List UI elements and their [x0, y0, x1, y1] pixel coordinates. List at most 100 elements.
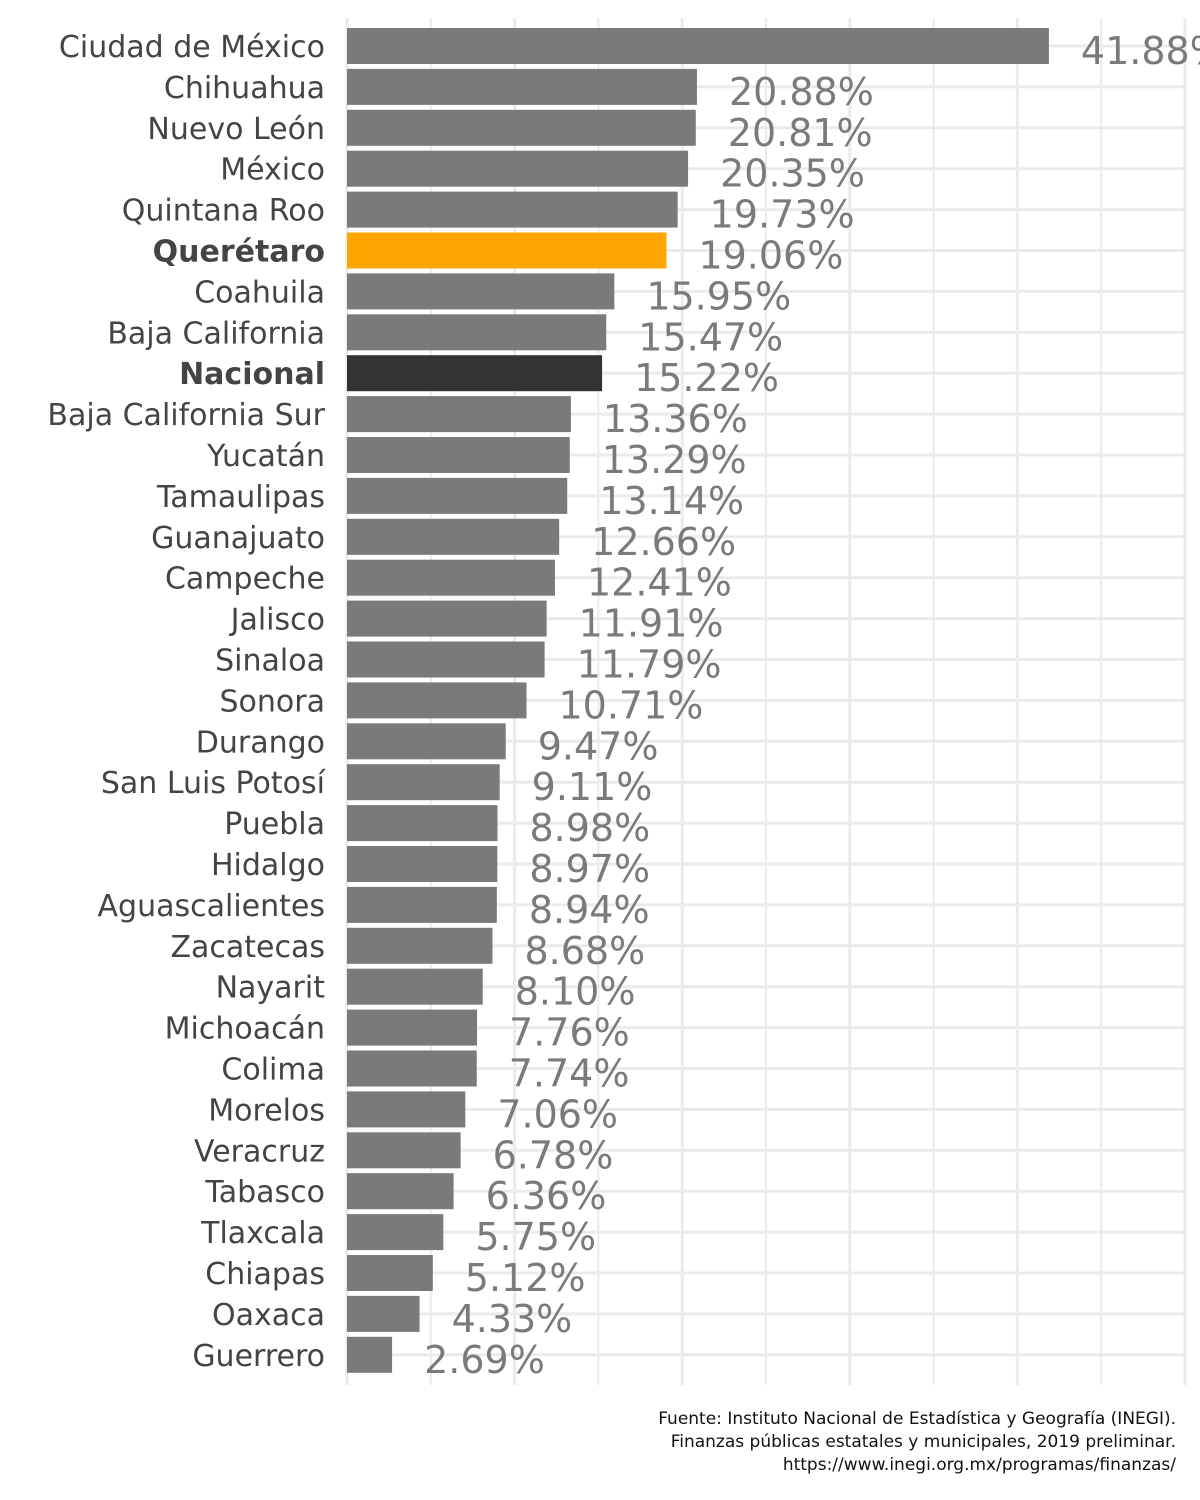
bar-durango	[347, 723, 506, 760]
category-label: Nayarit	[216, 971, 326, 1006]
value-label: 19.73%	[710, 193, 855, 237]
bar-guerrero	[347, 1336, 393, 1373]
bar-aguascalientes	[347, 886, 497, 923]
source-line-1: Fuente: Instituto Nacional de Estadístic…	[658, 1409, 1176, 1429]
value-label: 8.10%	[515, 970, 636, 1014]
category-label: Hidalgo	[211, 848, 325, 883]
value-label: 6.78%	[493, 1133, 614, 1177]
value-label: 13.36%	[603, 397, 748, 441]
category-label: Nuevo León	[147, 112, 325, 147]
category-label: Chihuahua	[164, 71, 325, 106]
value-label: 5.12%	[465, 1256, 586, 1300]
bar-zacatecas	[347, 927, 493, 964]
bar-quintana-roo	[347, 191, 678, 228]
value-label: 10.71%	[558, 683, 703, 727]
value-label: 9.47%	[538, 724, 659, 768]
bar-baja-california	[347, 314, 607, 351]
category-label: Michoacán	[165, 1012, 325, 1047]
category-label: Oaxaca	[212, 1298, 325, 1333]
value-label: 9.11%	[532, 765, 653, 809]
category-label: Baja California Sur	[47, 398, 325, 433]
bar-tlaxcala	[347, 1214, 444, 1251]
bar-jalisco	[347, 600, 547, 637]
value-label: 13.29%	[602, 438, 747, 482]
category-label: Tabasco	[204, 1175, 325, 1210]
category-label: Tamaulipas	[156, 480, 325, 515]
value-label: 5.75%	[475, 1215, 596, 1259]
value-labels: 41.88% 20.88%20.81%20.35%19.73%19.06%15.9…	[424, 29, 1200, 1382]
value-label: 4.33%	[452, 1297, 573, 1341]
category-label: Chiapas	[205, 1257, 325, 1292]
bar-coahuila	[347, 273, 615, 310]
bar-oaxaca	[347, 1295, 420, 1332]
category-label: Sonora	[220, 684, 325, 719]
category-label: Guerrero	[192, 1339, 325, 1374]
category-label: México	[220, 153, 325, 188]
bar-chihuahua	[347, 68, 697, 105]
category-label: Durango	[196, 725, 325, 760]
bar-campeche	[347, 559, 555, 596]
value-label: 15.95%	[646, 274, 791, 318]
category-label: Tlaxcala	[200, 1216, 325, 1251]
bar-chart: Ciudad de México Chihuahua Nuevo León Méxic…	[47, 18, 1200, 1385]
category-label: Jalisco	[229, 603, 325, 638]
value-label: 13.14%	[599, 479, 744, 523]
value-label: 20.35%	[720, 152, 865, 196]
bar-san-luis-potosí	[347, 764, 500, 801]
category-label: Sinaloa	[215, 644, 325, 679]
value-label: 6.36%	[486, 1174, 607, 1218]
value-label: 8.97%	[529, 847, 650, 891]
value-label: 20.88%	[729, 70, 874, 114]
value-label: 7.06%	[497, 1092, 618, 1136]
category-label: Nacional	[179, 357, 325, 392]
value-label: 15.22%	[634, 356, 779, 400]
bar-yucatán	[347, 437, 570, 473]
bar-baja-california-sur	[347, 396, 571, 433]
value-label: 8.98%	[530, 806, 651, 850]
source-line-2: Finanzas públicas estatales y municipale…	[670, 1432, 1176, 1452]
bar-sonora	[347, 682, 527, 719]
bars	[347, 28, 1049, 1373]
category-label: Colima	[221, 1053, 325, 1088]
category-label: Guanajuato	[151, 521, 325, 556]
bar-nacional	[347, 355, 603, 392]
bar-tamaulipas	[347, 477, 568, 514]
bar-colima	[347, 1050, 477, 1087]
bar-michoacán	[347, 1009, 478, 1046]
category-label: Querétaro	[153, 235, 325, 270]
category-label: Zacatecas	[170, 930, 325, 965]
bar-hidalgo	[347, 846, 498, 882]
bar-méxico	[347, 150, 689, 187]
value-label: 11.91%	[579, 602, 724, 646]
bar-morelos	[347, 1091, 466, 1128]
bar-veracruz	[347, 1132, 461, 1169]
category-label: Puebla	[224, 807, 325, 842]
bar-chiapas	[347, 1255, 433, 1291]
category-label: Veracruz	[194, 1134, 325, 1169]
value-label: 12.66%	[591, 520, 736, 564]
value-label: 19.06%	[698, 234, 843, 278]
source-note: Fuente: Instituto Nacional de Estadístic…	[658, 1408, 1176, 1477]
bar-nuevo-león	[347, 109, 696, 146]
category-label: San Luis Potosí	[101, 766, 327, 801]
value-label: 8.68%	[524, 929, 645, 973]
category-label: Coahuila	[194, 275, 325, 310]
value-label: 20.81%	[728, 111, 873, 155]
bar-querétaro	[347, 232, 667, 269]
value-label: 7.74%	[509, 1052, 630, 1096]
value-label: 15.47%	[638, 315, 783, 359]
bar-ciudad-de-méxico	[347, 28, 1049, 64]
category-label: Ciudad de México	[59, 30, 325, 65]
category-label: Yucatán	[206, 439, 325, 474]
bar-tabasco	[347, 1173, 454, 1210]
value-label: 7.76%	[509, 1011, 630, 1055]
category-label: Quintana Roo	[122, 194, 325, 229]
bar-nayarit	[347, 968, 483, 1005]
value-label: 8.94%	[529, 888, 650, 932]
value-label: 41.88%	[1081, 29, 1200, 73]
value-label: 11.79%	[577, 643, 722, 687]
category-label: Morelos	[208, 1093, 325, 1128]
value-label: 12.41%	[587, 561, 732, 605]
category-label: Aguascalientes	[98, 889, 325, 924]
value-label: 2.69%	[424, 1338, 545, 1382]
